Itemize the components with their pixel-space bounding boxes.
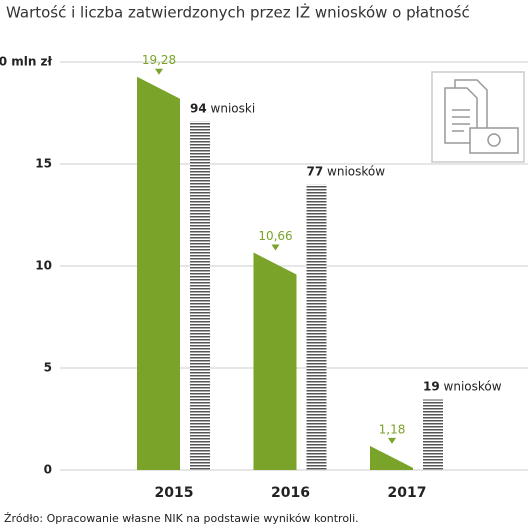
count-bar bbox=[423, 399, 443, 470]
count-unit: wnioski bbox=[211, 101, 256, 115]
value-marker bbox=[388, 437, 396, 444]
count-value: 77 bbox=[307, 164, 324, 178]
y-tick-label: 5 bbox=[44, 361, 52, 375]
y-tick-label: 20 mln zł bbox=[0, 55, 53, 69]
value-label: 10,66 bbox=[258, 229, 292, 243]
chart-title: Wartość i liczba zatwierdzonych przez IŻ… bbox=[6, 3, 470, 22]
value-label: 19,28 bbox=[142, 53, 176, 67]
y-tick-label: 0 bbox=[44, 463, 52, 477]
count-bar bbox=[190, 121, 210, 470]
count-bar bbox=[306, 184, 327, 470]
bar bbox=[370, 445, 413, 470]
value-marker bbox=[155, 68, 163, 75]
count-value: 94 bbox=[190, 101, 207, 115]
y-tick-label: 10 bbox=[35, 259, 52, 273]
source: Źródło: Opracowanie własne NIK na podsta… bbox=[4, 512, 359, 525]
x-tick-label: 2016 bbox=[271, 485, 310, 501]
value-marker bbox=[271, 244, 280, 251]
bar bbox=[137, 76, 180, 471]
count-value: 19 bbox=[423, 379, 440, 393]
count-unit: wniosków bbox=[327, 164, 385, 178]
count-label: 94 wnioski bbox=[190, 101, 255, 115]
value-label: 1,18 bbox=[379, 422, 406, 436]
count-label: 77 wniosków bbox=[307, 164, 386, 178]
y-tick-label: 15 bbox=[35, 157, 52, 171]
icon bbox=[431, 71, 525, 163]
x-tick-label: 2017 bbox=[388, 485, 427, 501]
bar bbox=[253, 252, 297, 470]
count-label: 19 wniosków bbox=[423, 379, 502, 393]
x-tick-label: 2015 bbox=[155, 485, 194, 501]
count-unit: wniosków bbox=[444, 379, 502, 393]
